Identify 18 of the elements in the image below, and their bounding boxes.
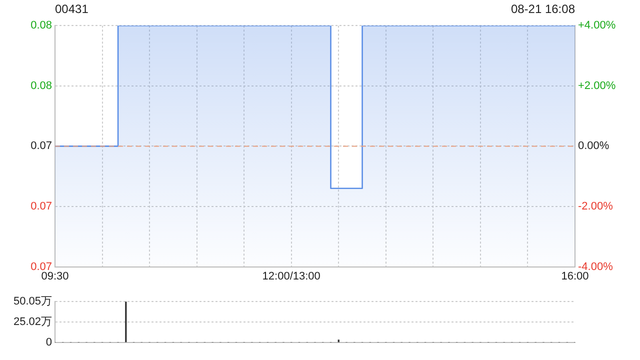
y-tick-label: 0.07	[30, 260, 52, 273]
y-tick-label: 0	[46, 336, 52, 348]
y-tick-label: 0.08	[30, 20, 52, 32]
y-tick-label: 25.02万	[13, 316, 52, 328]
text: 08-21 16:08	[510, 2, 575, 16]
y-tick-label: 50.05万	[13, 296, 52, 308]
x-tick-label: 16:00	[561, 270, 589, 282]
y2-tick-label: +4.00%	[578, 20, 616, 32]
y2-tick-label: -4.00%	[578, 260, 614, 273]
y-tick-label: 0.07	[30, 140, 52, 152]
y2-tick-label: 0.00%	[578, 140, 610, 152]
y-tick-label: 0.07	[30, 200, 52, 213]
x-tick-label: 09:30	[41, 270, 69, 282]
x-tick-label: 12:00/13:00	[262, 270, 320, 282]
chart-title: 00431	[55, 2, 88, 16]
y2-tick-label: -2.00%	[578, 200, 614, 213]
y2-tick-label: +2.00%	[578, 80, 616, 92]
y-tick-label: 0.08	[30, 80, 52, 92]
